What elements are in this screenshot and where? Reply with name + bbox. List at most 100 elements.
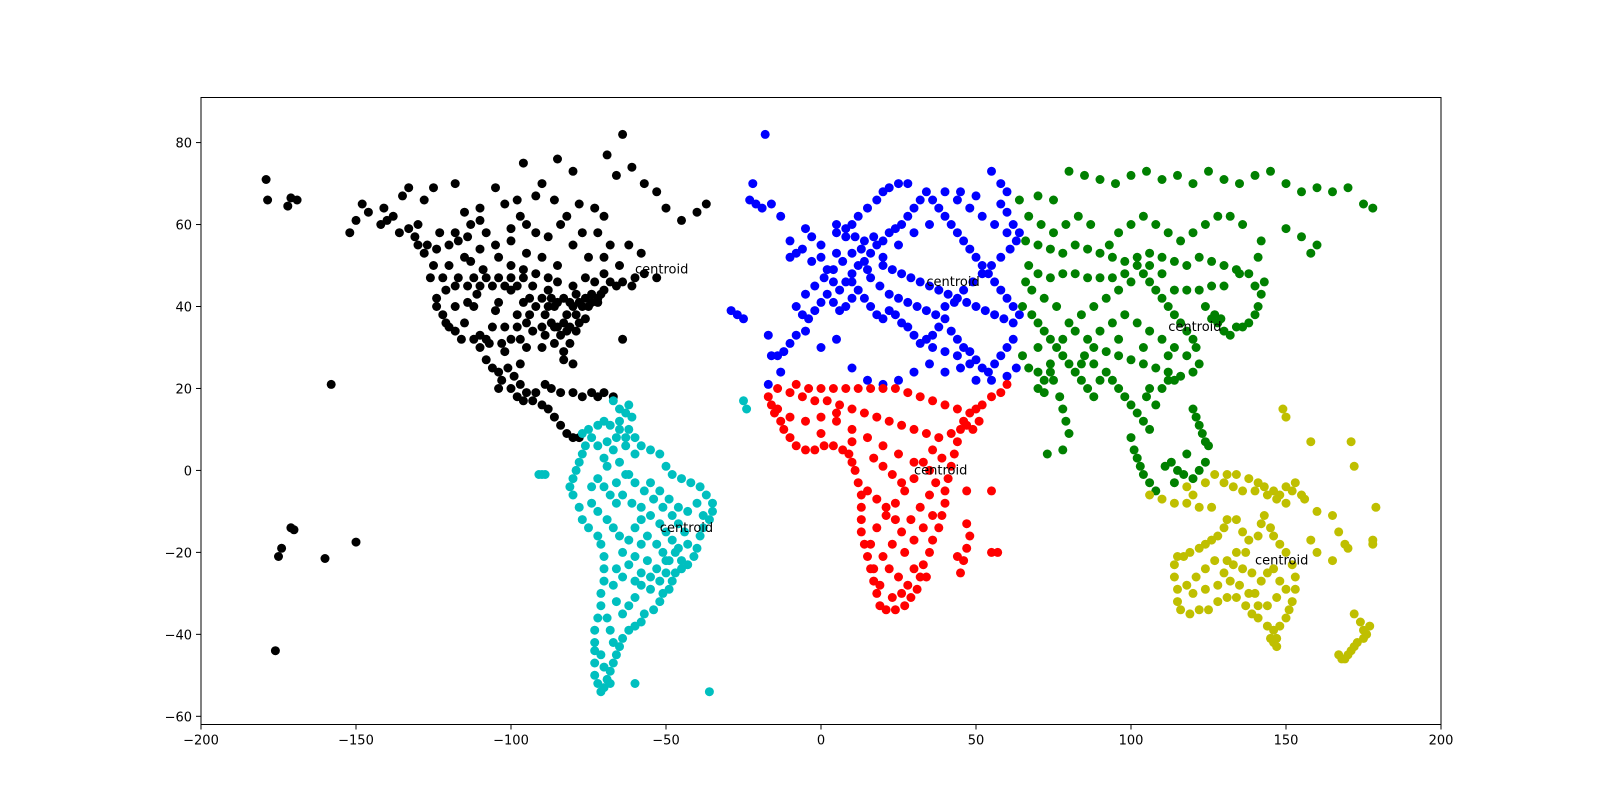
data-point xyxy=(571,289,581,299)
data-point xyxy=(1219,523,1229,533)
data-point xyxy=(841,302,851,311)
data-point xyxy=(1231,593,1241,602)
data-point xyxy=(1151,220,1161,229)
data-point xyxy=(655,519,665,529)
data-point xyxy=(903,388,913,398)
data-point xyxy=(1182,285,1192,295)
data-point xyxy=(1014,228,1024,238)
data-point xyxy=(692,543,702,553)
data-point xyxy=(642,556,652,566)
data-point xyxy=(763,379,773,389)
data-point xyxy=(615,416,624,426)
data-point xyxy=(940,367,950,377)
data-point xyxy=(1145,261,1155,270)
data-point xyxy=(1095,375,1105,385)
data-point xyxy=(1083,334,1093,344)
data-point xyxy=(549,338,559,348)
x-tick-label: 150 xyxy=(1274,734,1299,749)
data-point xyxy=(1266,166,1275,176)
data-point xyxy=(1036,220,1046,229)
data-point xyxy=(568,490,578,500)
data-point xyxy=(270,646,280,656)
data-point xyxy=(605,490,615,500)
data-point xyxy=(890,310,900,320)
data-point xyxy=(450,281,460,291)
data-point xyxy=(1281,412,1291,422)
data-point xyxy=(1018,351,1027,361)
data-point xyxy=(1188,334,1198,344)
data-point xyxy=(925,281,934,291)
data-point xyxy=(677,474,686,484)
data-point xyxy=(1306,248,1316,258)
data-point xyxy=(819,273,829,283)
x-tick-label: −100 xyxy=(493,734,529,749)
data-point xyxy=(859,539,869,549)
data-point xyxy=(463,281,473,291)
data-point xyxy=(937,511,947,520)
data-point xyxy=(1328,556,1337,566)
data-point xyxy=(568,359,578,369)
data-point xyxy=(884,416,894,426)
y-tick-label: 80 xyxy=(175,137,192,152)
data-point xyxy=(1278,404,1288,414)
data-point xyxy=(1191,343,1201,352)
data-point xyxy=(1250,281,1260,291)
data-point xyxy=(1235,580,1244,590)
data-point xyxy=(1008,334,1018,344)
data-point xyxy=(856,527,866,537)
data-point xyxy=(596,588,606,598)
data-point xyxy=(522,220,531,229)
data-point xyxy=(649,605,659,615)
data-point xyxy=(1101,293,1111,303)
data-point xyxy=(593,613,603,623)
data-point xyxy=(903,580,913,590)
data-point xyxy=(869,564,879,574)
data-point xyxy=(639,179,649,189)
data-point xyxy=(491,240,500,250)
data-point xyxy=(1114,351,1124,361)
data-point xyxy=(859,256,869,266)
data-point xyxy=(593,441,603,451)
data-point xyxy=(1033,191,1043,201)
data-point xyxy=(940,314,950,324)
data-point xyxy=(853,211,863,221)
data-point xyxy=(599,252,609,262)
data-point xyxy=(1083,273,1093,283)
data-point xyxy=(435,228,445,238)
data-point xyxy=(810,281,820,291)
data-point xyxy=(624,424,634,434)
data-point xyxy=(494,273,504,283)
data-point xyxy=(599,269,609,279)
data-point xyxy=(1064,429,1074,438)
data-point xyxy=(708,506,717,516)
data-point xyxy=(1194,420,1204,430)
data-point xyxy=(1163,367,1173,377)
data-point xyxy=(952,552,962,561)
data-point xyxy=(1281,547,1291,557)
y-tick-label: 0 xyxy=(184,464,192,479)
data-point xyxy=(1343,543,1353,553)
data-point xyxy=(658,588,668,598)
data-point xyxy=(810,306,820,316)
data-point xyxy=(1297,232,1306,242)
data-point xyxy=(925,547,934,557)
data-point xyxy=(1169,572,1179,582)
data-point xyxy=(274,552,283,561)
data-point xyxy=(689,552,699,561)
data-point xyxy=(649,494,659,504)
data-point xyxy=(590,670,600,680)
data-point xyxy=(965,244,975,254)
data-point xyxy=(996,252,1006,262)
data-point xyxy=(900,547,910,557)
data-point xyxy=(636,515,646,525)
data-point xyxy=(1033,269,1043,279)
data-point xyxy=(881,605,891,615)
data-point xyxy=(1142,166,1151,176)
data-point xyxy=(959,416,969,426)
data-point xyxy=(494,297,504,307)
data-point xyxy=(952,404,962,414)
data-point xyxy=(816,297,826,307)
data-point xyxy=(1169,343,1179,352)
data-point xyxy=(618,547,628,557)
data-point xyxy=(1290,584,1300,594)
